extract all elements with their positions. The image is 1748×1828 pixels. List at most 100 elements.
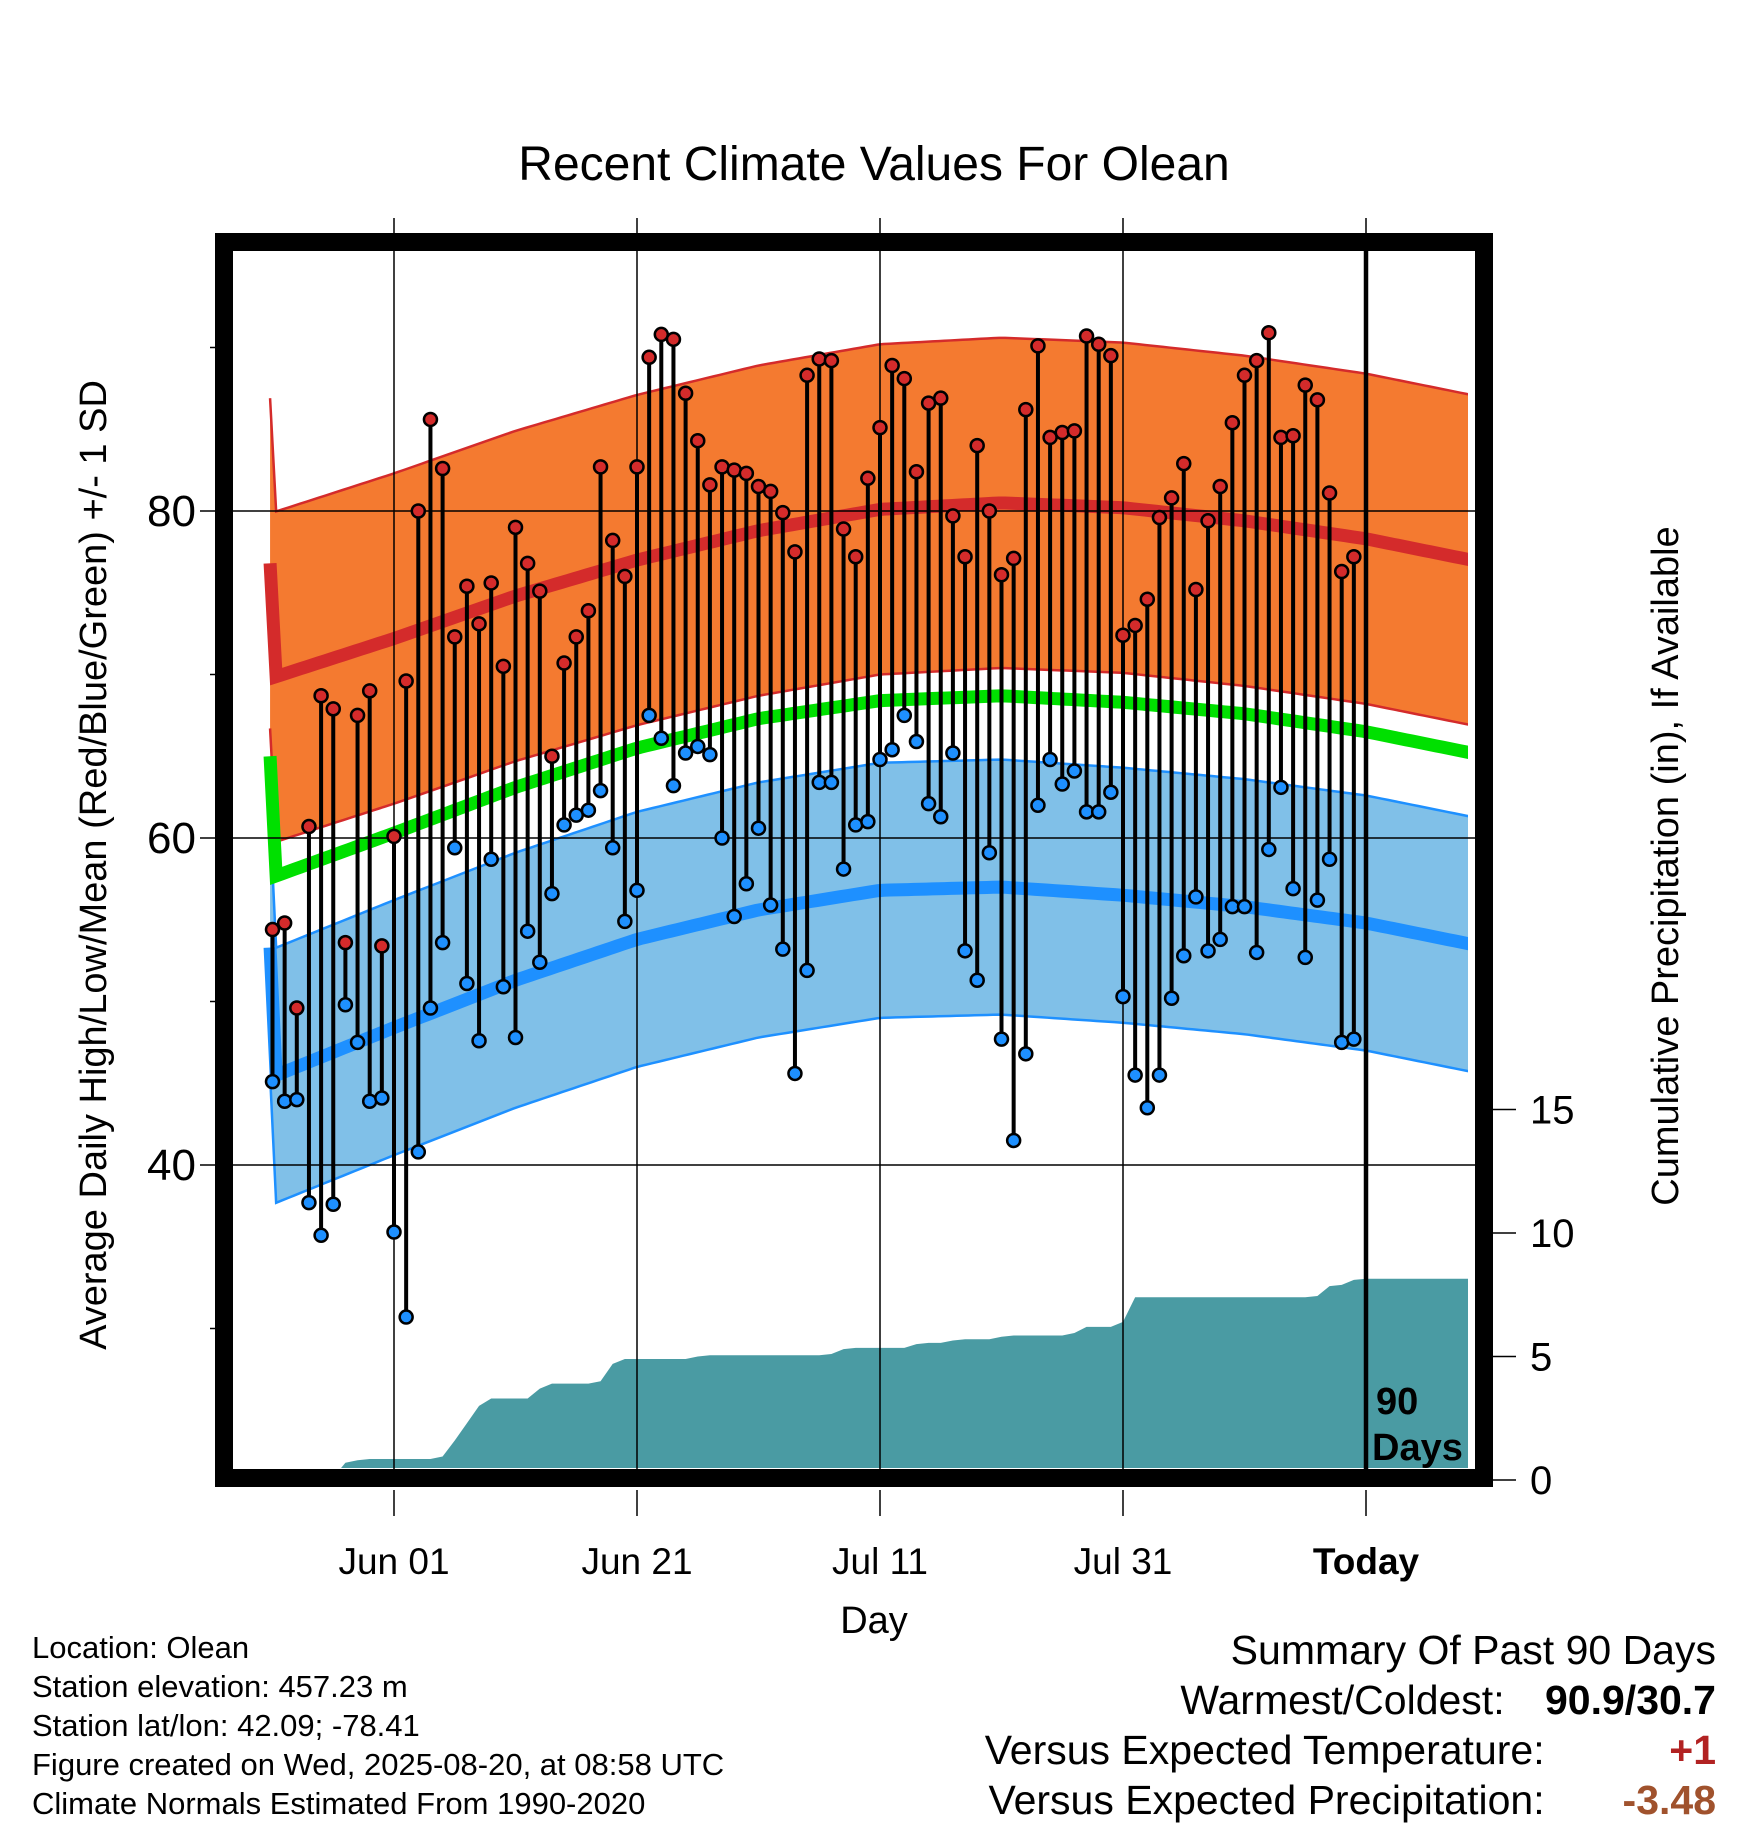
low-point	[495, 979, 512, 995]
info-normals: Climate Normals Estimated From 1990-2020	[32, 1786, 646, 1821]
low-point	[264, 1073, 281, 1090]
high-point	[459, 578, 475, 594]
high-point	[629, 459, 645, 475]
high-point	[908, 464, 925, 480]
high-point	[1030, 338, 1046, 354]
high-point	[677, 385, 694, 402]
y2-tick-label: 0	[1530, 1459, 1552, 1503]
low-point	[823, 774, 840, 791]
high-point	[1333, 563, 1350, 580]
low-point	[1103, 784, 1119, 800]
high-point	[349, 707, 366, 724]
high-point	[483, 575, 499, 591]
low-point	[313, 1227, 329, 1244]
high-point	[1127, 617, 1143, 634]
high-point	[1005, 550, 1022, 567]
high-point	[847, 549, 864, 565]
low-point	[945, 745, 961, 761]
summary-temp-row: Versus Expected Temperature: +1	[985, 1725, 1716, 1775]
high-point	[1054, 424, 1070, 441]
x-tick-label: Jul 11	[832, 1541, 928, 1582]
high-point	[568, 629, 584, 645]
summary-precip-row: Versus Expected Precipitation: -3.48	[985, 1775, 1717, 1825]
low-point	[762, 897, 779, 913]
low-point	[386, 1224, 402, 1240]
low-point	[1321, 851, 1338, 868]
high-point	[471, 616, 487, 632]
low-point	[1285, 880, 1301, 897]
station-info: Location: Olean Station elevation: 457.2…	[32, 1628, 724, 1823]
low-point	[1236, 898, 1253, 915]
high-point	[690, 432, 706, 449]
summary-warmest-row: Warmest/Coldest: 90.9/30.7	[985, 1675, 1716, 1725]
high-point	[884, 357, 900, 374]
high-point	[532, 583, 548, 599]
low-point	[799, 962, 815, 979]
high-point	[957, 549, 973, 565]
low-point	[532, 954, 548, 971]
high-point	[860, 470, 876, 487]
high-point	[1188, 581, 1204, 598]
x-tick-label: Jun 21	[581, 1541, 692, 1582]
y2-tick-label: 15	[1530, 1089, 1575, 1133]
high-point	[544, 748, 560, 764]
high-point	[410, 503, 427, 519]
low-point	[325, 1196, 341, 1212]
high-point	[823, 352, 840, 369]
x-tick-label: Today	[1313, 1541, 1420, 1582]
temp-label: Versus Expected Temperature:	[984, 1727, 1545, 1773]
low-point	[726, 908, 742, 925]
high-point	[301, 818, 317, 835]
low-point	[738, 876, 755, 892]
low-point	[969, 972, 985, 988]
high-point	[264, 921, 281, 938]
low-point	[1151, 1067, 1168, 1083]
high-band-upper-edge	[268, 336, 1468, 514]
low-point	[1200, 943, 1216, 959]
y-axis-label: Average Daily High/Low/Mean (Red/Blue/Gr…	[73, 380, 115, 1350]
low-point	[349, 1034, 366, 1051]
high-point	[422, 411, 439, 428]
low-point	[556, 817, 572, 833]
low-point	[957, 943, 973, 959]
high-point	[313, 688, 329, 704]
low-point	[604, 840, 621, 856]
high-point	[580, 602, 597, 619]
high-point	[1224, 414, 1241, 431]
info-elevation: Station elevation: 457.23 m	[32, 1669, 408, 1704]
low-point	[1030, 797, 1046, 814]
low-point	[544, 885, 560, 902]
high-point	[398, 673, 414, 689]
high-point	[1163, 490, 1180, 506]
y-tick-label: 80	[147, 487, 196, 536]
low-point	[750, 820, 767, 836]
warmest-value: 90.9/30.7	[1545, 1677, 1716, 1723]
low-point	[447, 840, 463, 856]
low-point	[519, 923, 536, 939]
low-point	[690, 738, 706, 755]
low-point	[1261, 841, 1277, 858]
precip-area-layer	[341, 1278, 1468, 1468]
low-point	[908, 733, 925, 750]
high-point	[933, 390, 949, 406]
low-point	[702, 746, 718, 763]
axes-layer: Jun 01 Jun 21 Jul 11 Jul 31 Today 40 60 80 0 5 10 1…	[147, 218, 1575, 1582]
low-point	[1066, 763, 1083, 779]
low-point	[714, 830, 730, 846]
high-point	[1212, 478, 1228, 495]
high-point	[1346, 549, 1362, 565]
normal-bands-layer	[263, 336, 1468, 1205]
high-point	[981, 503, 998, 519]
x-tick-label: Jul 31	[1074, 1541, 1173, 1582]
low-point	[1346, 1031, 1362, 1047]
low-point	[1176, 947, 1192, 964]
high-point	[1261, 325, 1277, 341]
high-point	[592, 459, 609, 475]
low-point	[653, 730, 670, 747]
y2-axis-label: Cumulative Precipitation (in), If Availa…	[1645, 526, 1687, 1205]
low-point	[641, 707, 657, 724]
high-point	[556, 655, 572, 671]
low-point	[896, 707, 913, 724]
x-tick-label: Jun 01	[338, 1541, 449, 1582]
